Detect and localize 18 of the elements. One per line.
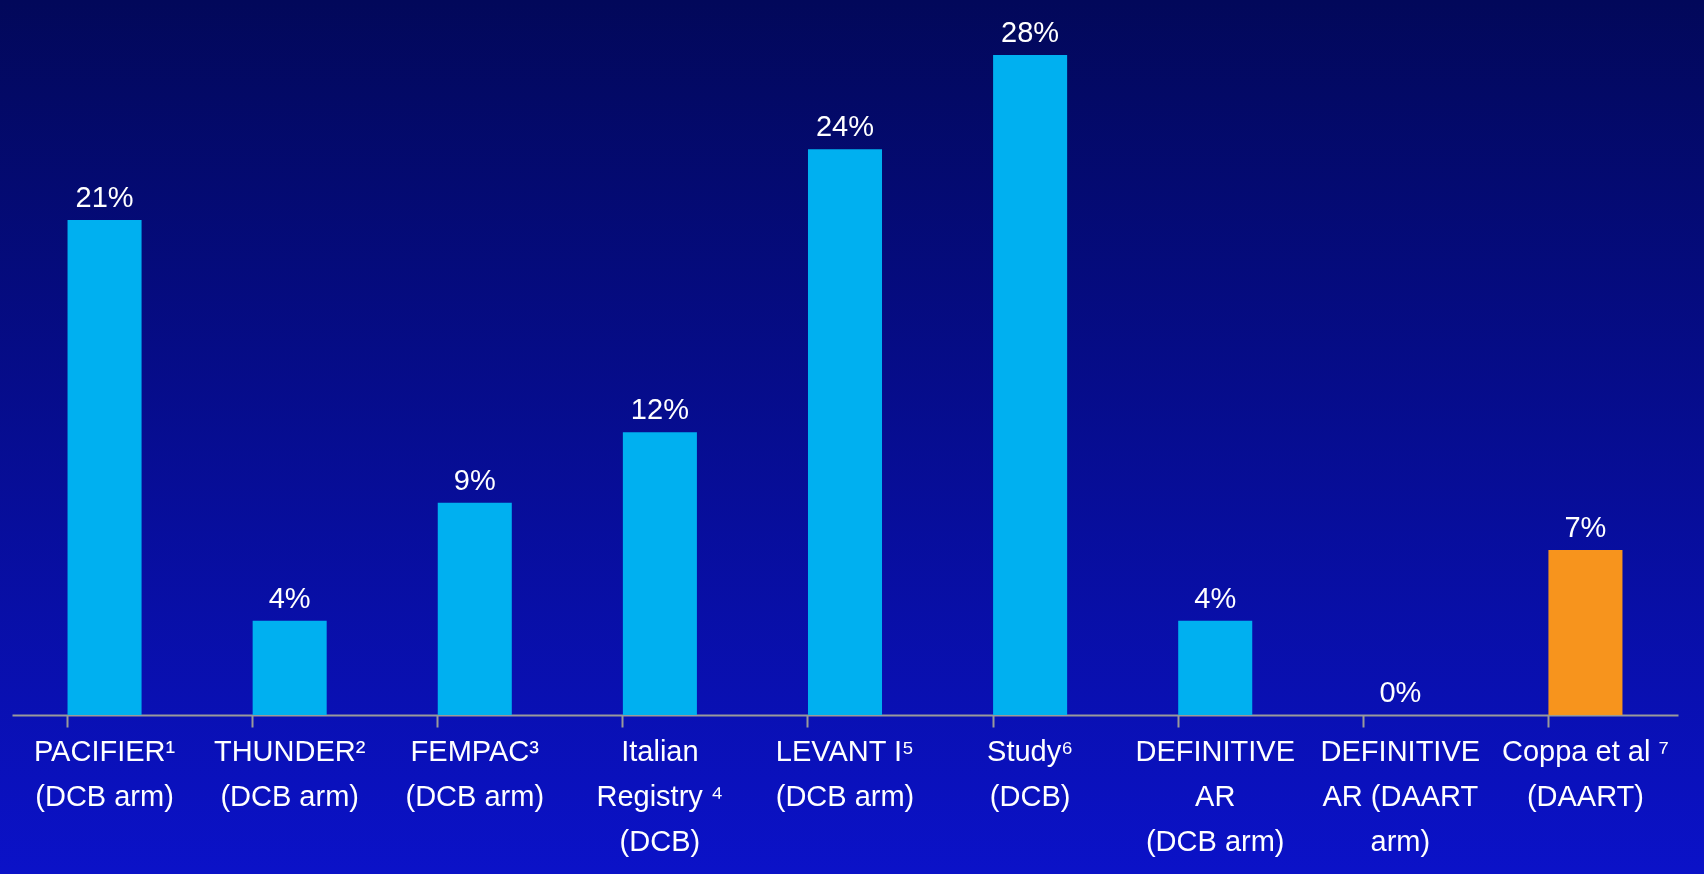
x-tick-label: PACIFIER¹ (DCB arm) [33,734,176,812]
data-label: 28% [1001,16,1060,48]
data-label: 7% [1564,511,1607,543]
x-tick-label: Study⁶ (DCB) [987,734,1074,812]
data-label: 24% [815,110,875,143]
data-label: 4% [268,581,311,614]
x-tick-label: DEFINITIVE AR (DAART arm) [1320,734,1481,857]
data-label: 21% [75,181,134,213]
x-tick-label: DEFINITIVE AR (DCB arm) [1135,734,1295,857]
x-tick-label: Coppa et al ⁷ (DAART) [1502,734,1669,812]
x-tick-label: Italian Registry ⁴ (DCB) [596,734,724,857]
data-label: 12% [630,393,689,426]
x-tick-label: FEMPAC³ (DCB arm) [405,734,545,812]
x-tick-label: LEVANT I⁵ (DCB arm) [775,734,915,812]
data-label: 9% [453,463,496,496]
data-label: 0% [1379,676,1422,708]
data-label: 4% [1194,581,1237,614]
x-tick-label: THUNDER² (DCB arm) [213,734,366,812]
